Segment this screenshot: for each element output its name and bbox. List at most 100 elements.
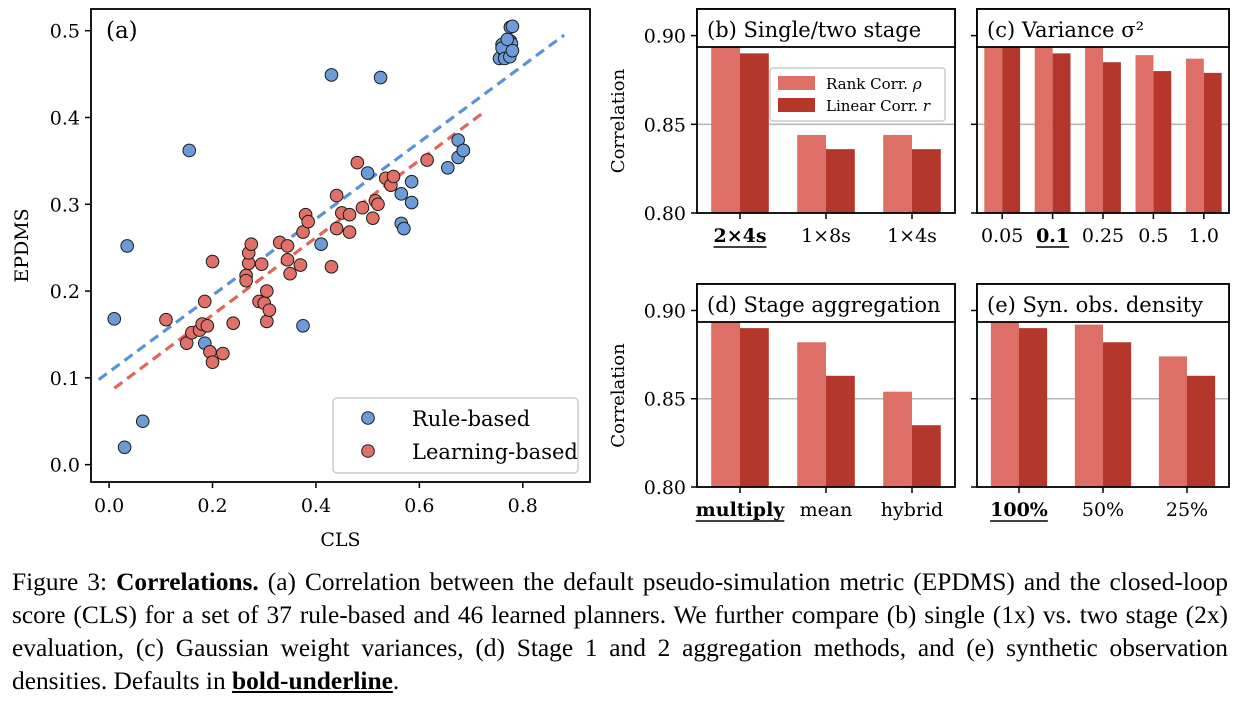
rank-corr-bar xyxy=(711,46,740,214)
x-tick-label: 0.6 xyxy=(404,495,434,517)
learning-based-point xyxy=(280,239,295,253)
y-tick-label: 0.90 xyxy=(644,300,686,322)
learning-based-point xyxy=(324,259,339,274)
legend-rank-swatch xyxy=(778,76,815,90)
rule-based-point xyxy=(135,414,150,429)
y-axis-label: Correlation xyxy=(608,343,629,448)
learning-based-point xyxy=(197,294,212,309)
learning-based-point xyxy=(280,253,295,267)
learning-based-point xyxy=(205,355,220,370)
linear-corr-bar xyxy=(1153,71,1172,213)
learning-based-point xyxy=(260,284,274,298)
learning-based-point xyxy=(254,257,269,271)
panel-title: (b) Single/two stage xyxy=(707,18,921,42)
rule-based-point xyxy=(404,174,419,189)
legend-linear-symbol: r xyxy=(923,97,931,115)
x-tick-label: 0.2 xyxy=(197,495,227,517)
y-tick-label: 0.80 xyxy=(644,477,686,499)
learning-based-point xyxy=(226,316,241,330)
rule-based-point xyxy=(394,187,409,201)
learning-based-point xyxy=(262,303,277,317)
fit-line-learning xyxy=(113,112,483,390)
chart-b-bars: 0.80 0.85 0.90 Correlation 2×4s 1×8s 1×4s (b) S… xyxy=(608,8,956,248)
panel-title-box xyxy=(976,283,1230,323)
rank-corr-bar xyxy=(990,321,1019,487)
caption-body: (a) Correlation between the default pseu… xyxy=(12,568,1228,695)
rule-based-point xyxy=(324,68,339,82)
linear-corr-bar xyxy=(1203,72,1222,213)
x-tick-label-default: multiply xyxy=(696,499,786,521)
legend-linear-text: Linear Corr. xyxy=(826,97,923,115)
rule-based-point xyxy=(120,239,134,253)
rule-based-point xyxy=(117,440,132,455)
y-tick-label: 0.3 xyxy=(50,194,80,216)
x-tick-label: 50% xyxy=(1082,499,1124,521)
legend-learning-label: Learning-based xyxy=(412,440,578,464)
x-tick-label-default: 100% xyxy=(990,499,1048,521)
linear-corr-bar xyxy=(912,149,941,213)
y-axis-label: Correlation xyxy=(608,68,629,173)
chart-e-bars: 100% 50% 25% (e) Syn. obs. density xyxy=(971,283,1230,522)
legend-rank-symbol: ρ xyxy=(912,75,922,93)
linear-corr-bar xyxy=(740,53,769,213)
x-tick-label: 0.5 xyxy=(1138,225,1168,247)
learning-based-point xyxy=(216,346,230,361)
linear-corr-bar xyxy=(1002,46,1021,214)
chart-a-scatter: 0.0 0.2 0.4 0.6 0.8 0.0 0.1 0.2 0.3 0.4 0.5 CLS EPDM… xyxy=(11,8,591,551)
rule-based-point xyxy=(404,195,419,210)
legend-linear-label: Linear Corr. r xyxy=(826,97,931,115)
learning-based-point xyxy=(329,221,344,236)
correlations-figure: 0.0 0.2 0.4 0.6 0.8 0.0 0.1 0.2 0.3 0.4 0.5 CLS EPDM… xyxy=(11,8,1230,551)
x-tick-label-default: 0.1 xyxy=(1036,225,1069,247)
rule-based-point xyxy=(314,237,328,251)
learning-based-point xyxy=(350,155,365,170)
x-tick-label: 0.0 xyxy=(94,495,124,517)
panel-title: (e) Syn. obs. density xyxy=(987,293,1203,317)
learning-based-point xyxy=(159,312,173,327)
legend-linear-swatch xyxy=(778,98,815,112)
rank-corr-bar xyxy=(797,134,826,213)
rule-based-point xyxy=(500,32,515,47)
x-tick-label: hybrid xyxy=(881,499,943,521)
legend-rank-label: Rank Corr. ρ xyxy=(826,75,922,93)
legend-learning-marker xyxy=(361,444,375,458)
learning-based-point xyxy=(239,273,253,288)
rank-corr-bar xyxy=(883,391,912,487)
rank-corr-bar xyxy=(1074,324,1103,487)
learning-based-point xyxy=(301,214,315,229)
x-tick-label: 0.05 xyxy=(981,225,1023,247)
panel-title-box xyxy=(976,8,1230,48)
learning-based-point xyxy=(342,225,357,239)
chart-a-legend: Rule-based Learning-based xyxy=(332,397,579,474)
rank-corr-bar xyxy=(1085,40,1103,213)
rank-corr-bar xyxy=(883,134,912,213)
learning-based-point xyxy=(355,200,370,215)
linear-corr-bar xyxy=(1103,62,1121,213)
figure-caption: Figure 3: Correlations. (a) Correlation … xyxy=(12,566,1228,698)
linear-corr-bar xyxy=(740,328,769,487)
legend-rank-text: Rank Corr. xyxy=(826,75,913,93)
y-tick-label: 0.0 xyxy=(50,455,80,477)
y-tick-label: 0.80 xyxy=(644,203,686,225)
rank-corr-bar xyxy=(1185,58,1204,214)
chart-a-title: (a) xyxy=(106,18,138,44)
learning-based-point xyxy=(329,188,344,203)
linear-corr-bar xyxy=(826,149,855,213)
bar-legend: Rank Corr. ρ Linear Corr. r xyxy=(769,67,946,122)
caption-end: . xyxy=(392,667,400,695)
x-tick-label: mean xyxy=(800,499,853,521)
rank-corr-bar xyxy=(1135,55,1154,214)
linear-corr-bar xyxy=(912,425,941,487)
panel-title: (c) Variance σ² xyxy=(987,18,1144,42)
rule-based-point xyxy=(107,312,122,326)
rank-corr-bar xyxy=(984,35,1003,213)
caption-bold-title: Correlations. xyxy=(116,568,259,596)
learning-based-point xyxy=(420,153,434,167)
y-tick-label: 0.1 xyxy=(50,368,80,390)
x-tick-label: 1×4s xyxy=(887,225,937,247)
x-tick-label: 25% xyxy=(1166,499,1208,521)
learning-based-point xyxy=(371,197,385,212)
learning-based-point xyxy=(342,207,357,222)
x-tick-label: 0.4 xyxy=(301,495,331,517)
fit-line-rule xyxy=(97,33,566,381)
